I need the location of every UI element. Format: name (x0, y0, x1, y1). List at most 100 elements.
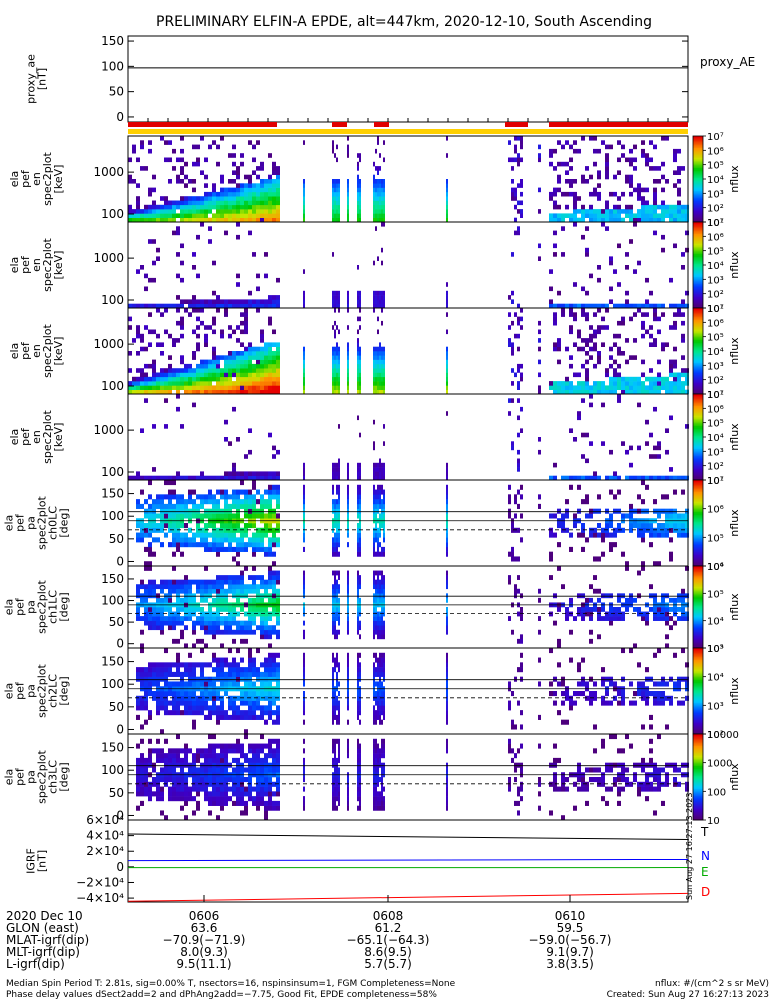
energy-spectrogram-2-colorbar-cell (693, 224, 703, 227)
spec-cell (228, 475, 232, 481)
spec-cell (260, 499, 264, 505)
spec-cell (609, 381, 613, 386)
spec-cell (208, 695, 212, 701)
energy-spectrogram-4-colorbar-cell (693, 406, 703, 409)
spec-cell (264, 213, 268, 218)
spec-cell (520, 611, 523, 617)
spec-cell (557, 217, 561, 223)
spec-cell (446, 546, 448, 552)
pa-spectrogram-6-colorbar-cell (693, 630, 703, 633)
spec-cell (375, 217, 377, 223)
spec-cell (685, 513, 689, 519)
spec-cell (338, 537, 340, 543)
spec-cell (657, 204, 661, 210)
spec-cell (148, 312, 152, 317)
spec-cell (152, 681, 156, 687)
spec-cell (338, 308, 340, 313)
spec-cell (357, 551, 359, 557)
spec-cell (156, 527, 160, 533)
spec-cell (192, 295, 196, 300)
spec-cell (561, 475, 565, 481)
spec-cell (332, 471, 334, 476)
spec-cell (156, 710, 160, 716)
spec-cell (220, 700, 224, 706)
pa-spectrogram-5-colorbar-cell (693, 555, 703, 558)
spec-cell (347, 620, 349, 626)
spec-cell (252, 484, 256, 490)
spec-cell (377, 471, 379, 476)
spec-cell (381, 471, 383, 476)
spec-cell (549, 217, 553, 223)
spec-cell (573, 140, 577, 145)
spec-cell (172, 588, 176, 594)
spec-cell (373, 546, 375, 552)
spec-cell (224, 508, 228, 514)
spec-cell (379, 588, 381, 594)
spec-cell (359, 667, 361, 673)
spec-cell (260, 355, 264, 360)
spec-cell (613, 381, 617, 386)
spec-cell (673, 243, 677, 249)
spec-cell (272, 611, 276, 617)
spec-cell (272, 191, 276, 197)
spec-cell (196, 681, 200, 687)
spec-cell (224, 213, 228, 218)
spec-cell (156, 494, 160, 500)
energy-spectrogram-1-colorbar-cell (693, 144, 703, 147)
spec-cell (184, 700, 188, 706)
spec-cell (268, 584, 272, 590)
energy-spectrogram-3-colorbar-ticklabel: 10⁶ (707, 318, 724, 329)
spec-cell (617, 597, 621, 603)
spec-cell (332, 183, 334, 188)
spec-cell (332, 588, 334, 594)
pa-spectrogram-6-ylabel: spec2plot (36, 580, 49, 634)
spec-cell (665, 508, 669, 514)
spec-cell (152, 607, 156, 612)
spec-cell (252, 471, 256, 476)
spec-cell (653, 338, 657, 343)
spec-cell (268, 611, 272, 617)
spec-cell (264, 681, 268, 687)
spec-cell (334, 532, 336, 538)
spec-cell (508, 411, 511, 416)
spec-cell (200, 136, 204, 141)
spec-cell (514, 527, 517, 533)
spec-cell (597, 385, 601, 390)
spec-cell (605, 213, 609, 218)
spec-cell (347, 499, 349, 505)
pa-spectrogram-5-colorbar-cell (693, 498, 703, 501)
spec-cell (373, 542, 375, 548)
spec-cell (236, 385, 240, 390)
spec-cell (268, 187, 272, 193)
spec-cell (196, 579, 200, 585)
spec-cell (164, 700, 168, 706)
energy-spectrogram-2-colorbar-ticklabel: 10⁴ (707, 261, 724, 272)
energy-spectrogram-2-colorbar-cell (693, 300, 703, 303)
spec-cell (144, 166, 148, 171)
spec-cell (196, 200, 200, 206)
spec-cell (383, 676, 385, 682)
spec-cell (657, 681, 661, 687)
spec-cell (268, 652, 272, 658)
spec-cell (152, 381, 156, 386)
spec-cell (601, 616, 605, 621)
energy-spectrogram-3-colorbar-cell (693, 336, 703, 339)
spec-cell (517, 368, 520, 373)
spec-cell (303, 140, 305, 145)
spec-cell (184, 643, 188, 649)
spec-cell (188, 710, 192, 716)
spec-cell (156, 691, 160, 697)
spec-cell (272, 597, 276, 603)
spec-cell (357, 376, 359, 382)
spec-cell (252, 566, 256, 571)
spec-cell (224, 657, 228, 663)
spec-cell (228, 494, 232, 500)
spec-cell (681, 527, 685, 533)
spec-cell (268, 381, 272, 386)
spec-cell (192, 503, 196, 509)
spec-cell (557, 566, 561, 571)
spec-cell (140, 537, 144, 543)
spec-cell (383, 710, 385, 716)
spec-cell (581, 346, 585, 352)
